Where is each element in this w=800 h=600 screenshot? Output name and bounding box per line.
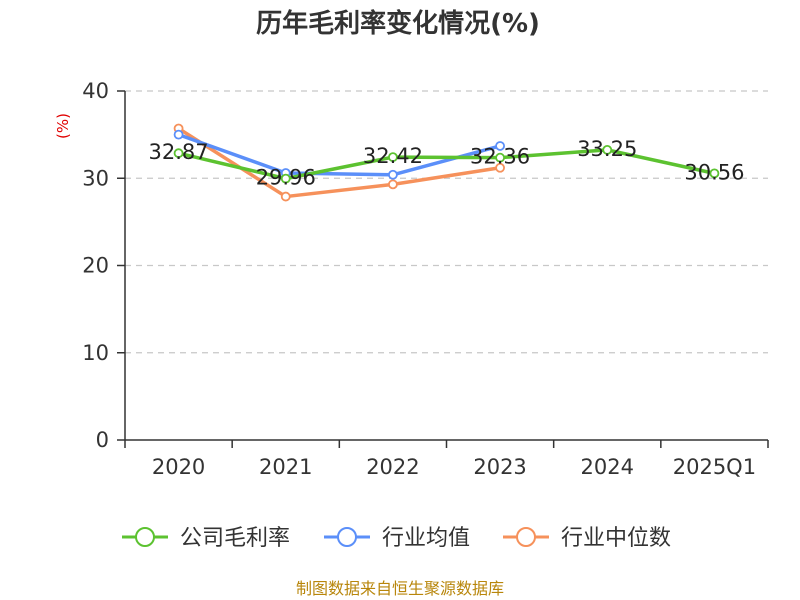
series-line [177, 132, 501, 177]
legend[interactable]: 公司毛利率 行业均值 行业中位数 [122, 526, 671, 551]
data-label: 33.25 [577, 137, 637, 161]
data-point[interactable] [495, 152, 505, 163]
legend-item[interactable]: 公司毛利率 [122, 526, 290, 551]
data-point[interactable] [495, 162, 505, 173]
x-tick-label: 2025Q1 [673, 455, 756, 479]
data-source-note: 制图数据来自恒生聚源数据库 [296, 579, 504, 598]
series-line [177, 127, 501, 199]
y-tick-label: 20 [82, 254, 109, 278]
series-0 [173, 144, 720, 184]
series-lines [173, 123, 720, 202]
gridlines [125, 90, 768, 354]
y-tick-label: 40 [82, 79, 109, 103]
legend-marker [135, 527, 155, 547]
data-point[interactable] [602, 144, 613, 155]
y-axis-label: (%) [54, 113, 72, 139]
data-point[interactable] [173, 129, 184, 140]
data-point[interactable] [173, 148, 184, 159]
legend-label: 公司毛利率 [180, 526, 290, 551]
legend-label: 行业均值 [382, 526, 470, 551]
series-line [178, 148, 715, 181]
legend-item[interactable]: 行业中位数 [503, 526, 671, 551]
legend-label: 行业中位数 [561, 526, 671, 551]
data-point[interactable] [280, 191, 291, 202]
data-point[interactable] [495, 141, 505, 151]
data-point[interactable] [388, 169, 398, 180]
data-point[interactable] [709, 168, 720, 179]
legend-marker [516, 527, 536, 547]
y-tick-label: 0 [96, 428, 109, 452]
y-tick-label: 10 [82, 341, 109, 365]
data-label: 29.96 [256, 166, 316, 190]
data-point[interactable] [280, 173, 291, 184]
y-tick-label: 30 [82, 166, 109, 190]
x-tick-label: 2022 [366, 455, 419, 479]
x-tick-label: 2020 [152, 455, 205, 479]
data-label: 32.36 [470, 145, 530, 169]
x-tick-label: 2024 [581, 455, 634, 479]
data-label: 30.56 [684, 160, 744, 184]
data-labels: 32.87 29.96 32.42 32.36 33.25 30.56 [149, 137, 745, 190]
x-tick-label: 2021 [259, 455, 312, 479]
chart-title: 历年毛利率变化情况(%) [256, 8, 540, 39]
data-label: 32.87 [149, 140, 209, 164]
series-1 [173, 129, 505, 180]
x-tick-label: 2023 [473, 455, 526, 479]
data-label: 32.42 [363, 144, 423, 168]
legend-marker [337, 527, 357, 547]
data-point[interactable] [388, 152, 398, 163]
legend-item[interactable]: 行业均值 [324, 526, 470, 551]
data-point[interactable] [388, 179, 398, 190]
axes: 0 10 20 30 40 2020 2021 2022 2023 2024 2025Q1 [82, 79, 769, 479]
